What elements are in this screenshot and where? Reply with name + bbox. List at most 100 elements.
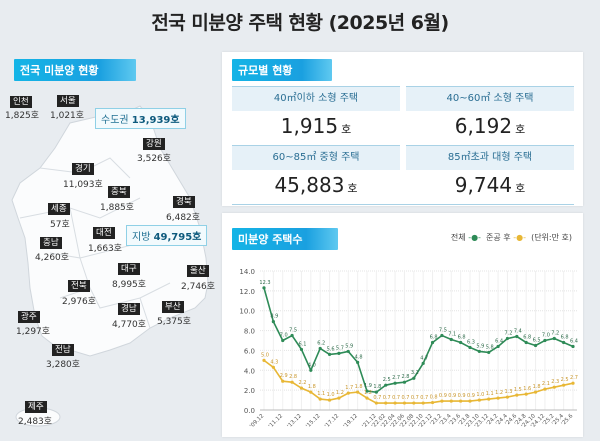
data-label: 2.5: [561, 377, 569, 383]
data-label: 7.4: [514, 329, 522, 335]
data-label: 1.2: [336, 390, 344, 396]
data-label: 2.8: [401, 374, 409, 380]
data-point: [356, 390, 360, 394]
region-value: 5,375호: [157, 317, 192, 327]
data-label: 1.2: [495, 390, 503, 396]
data-point: [515, 393, 519, 397]
region-name: 경남: [118, 303, 140, 315]
data-label: 6.5: [533, 337, 541, 343]
data-point: [440, 333, 444, 338]
data-point: [337, 396, 341, 400]
data-label: 6.8: [430, 334, 438, 340]
region-name: 세종: [48, 203, 70, 215]
data-label: 1.0: [476, 392, 484, 398]
region-name: 전남: [52, 344, 74, 356]
data-point: [393, 401, 397, 405]
data-point: [468, 399, 472, 403]
chart-section-badge: 미분양 주택수: [232, 228, 338, 250]
data-label: 6.2: [317, 340, 325, 346]
x-tick-label: '09.12: [249, 413, 265, 429]
region-value: 11,093호: [63, 180, 103, 190]
data-label: 1.8: [533, 384, 541, 390]
region-name: 제주: [25, 401, 47, 413]
data-label: 4.3: [270, 359, 278, 365]
data-label: 6.4: [570, 338, 578, 344]
korea-map: [11, 105, 209, 427]
data-point: [318, 346, 322, 351]
data-point: [271, 320, 275, 324]
region-value: 4,770호: [112, 320, 147, 330]
data-label: 5.9: [345, 343, 353, 349]
data-point: [412, 401, 416, 405]
data-label: 1.8: [373, 384, 381, 390]
data-point: [290, 380, 294, 384]
data-label: 1.8: [308, 384, 316, 390]
region-value: 2,746호: [181, 282, 216, 292]
y-tick-label: 14.0: [239, 268, 255, 276]
region-borders: [19, 157, 201, 329]
region-value: 2,483호: [18, 417, 53, 427]
data-point: [318, 397, 322, 401]
data-label: 2.1: [542, 381, 550, 387]
size-cell-large: 85㎡초과 대형 주택 9,744 호: [406, 145, 574, 204]
data-point: [459, 340, 463, 345]
data-label: 0.7: [392, 395, 400, 401]
data-label: 4.0: [308, 362, 316, 368]
x-tick-label: '17.12: [324, 413, 340, 429]
data-point: [552, 385, 556, 389]
data-point: [505, 395, 510, 399]
data-label: 2.3: [551, 379, 559, 385]
data-label: 7.0: [280, 333, 288, 339]
data-point: [346, 349, 350, 354]
data-point: [449, 337, 453, 342]
data-label: 5.6: [327, 346, 335, 352]
data-label: 12.3: [259, 280, 270, 286]
data-label: 2.2: [298, 380, 306, 386]
data-point: [515, 334, 519, 339]
region-value: 4,260호: [35, 253, 70, 263]
data-point: [356, 360, 360, 364]
data-label: 2.8: [289, 374, 297, 380]
data-label: 6.3: [467, 339, 475, 345]
region-value: 2,976호: [62, 297, 97, 307]
legend-total-marker-icon: -●-: [468, 233, 481, 242]
region-value: 8,995호: [112, 280, 147, 290]
y-tick-label: 12.0: [239, 288, 255, 296]
data-label: 7.0: [542, 333, 550, 339]
series-line-total: [263, 287, 574, 393]
data-point: [571, 344, 575, 349]
data-point: [346, 391, 350, 395]
region-name: 충북: [108, 186, 130, 198]
region-name: 서울: [57, 95, 79, 107]
data-label: 1.9: [364, 383, 372, 389]
data-point: [281, 338, 285, 343]
provincial-label: 지방: [132, 232, 151, 243]
size-cell-small60: 40~60㎡ 소형 주택 6,192 호: [406, 86, 574, 145]
region-name: 충남: [40, 237, 62, 249]
provincial-value: 49,795호: [153, 232, 202, 243]
data-point: [365, 389, 369, 393]
size-label: 60~85㎡ 중형 주택: [232, 145, 400, 170]
data-point: [543, 338, 547, 343]
data-point: [327, 352, 332, 356]
data-point: [327, 398, 332, 402]
size-section-badge: 규모별 현황: [232, 59, 332, 81]
data-label: 5.8: [486, 344, 494, 350]
data-label: 1.0: [327, 392, 335, 398]
region-value: 1,663호: [88, 244, 123, 254]
data-label: 5.7: [336, 345, 344, 351]
data-label: 0.7: [383, 395, 391, 401]
capital-area-summary: 수도권 13,939호: [95, 108, 186, 129]
data-point: [281, 379, 285, 383]
data-label: 0.9: [458, 393, 466, 399]
data-label: 1.1: [317, 391, 325, 397]
data-label: 7.5: [289, 328, 297, 334]
data-label: 1.3: [504, 389, 512, 395]
size-cell-medium: 60~85㎡ 중형 주택 45,883 호: [232, 145, 400, 204]
y-tick-label: 8.0: [244, 328, 255, 336]
data-point: [290, 333, 294, 338]
data-point: [440, 399, 444, 403]
data-point: [571, 381, 575, 385]
map-section-badge: 전국 미분양 현황: [14, 59, 136, 81]
data-point: [562, 383, 566, 387]
